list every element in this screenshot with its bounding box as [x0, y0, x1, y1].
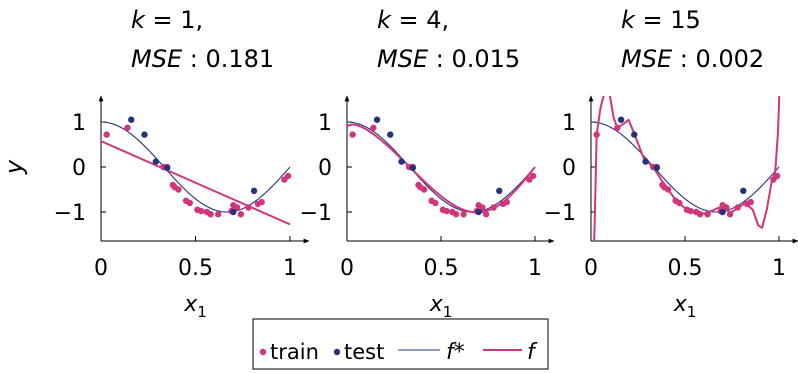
legend-fstar-label: f*: [446, 340, 465, 365]
test-point: [250, 187, 258, 195]
test-point: [631, 131, 638, 138]
train-point: [704, 211, 711, 218]
f-star-curve: [590, 121, 780, 213]
train-point: [747, 198, 754, 206]
train-point: [245, 204, 252, 211]
test-point: [373, 116, 381, 123]
y-tick-label: 0: [318, 156, 332, 181]
train-point: [258, 198, 265, 206]
panel-title-line1: k = 4,: [377, 6, 449, 34]
x-axis-label: x1: [183, 292, 207, 321]
test-point: [398, 158, 405, 165]
train-point: [479, 204, 486, 211]
x-tick-label: 0.5: [424, 256, 459, 281]
train-point: [233, 204, 241, 211]
test-point: [719, 208, 726, 216]
x-tick-label: 1: [283, 256, 297, 281]
panel-title-line2: MSE : 0.002: [621, 45, 764, 73]
train-point: [696, 211, 704, 218]
train-point: [664, 186, 672, 193]
f-curve: [593, 96, 781, 241]
legend-train-label: train: [270, 340, 319, 364]
y-tick-label: 1: [318, 111, 332, 136]
train-point: [482, 211, 490, 218]
train-point: [284, 172, 292, 180]
panel-title-line2: MSE : 0.015: [377, 45, 520, 73]
test-point: [152, 158, 160, 165]
legend-test-label: test: [344, 340, 384, 364]
x-tick-label: 0: [340, 256, 354, 281]
train-point: [452, 211, 460, 218]
train-point: [614, 124, 621, 132]
train-point: [593, 131, 600, 138]
train-point: [773, 172, 781, 180]
train-point: [723, 204, 730, 211]
x-tick-label: 0.5: [668, 256, 703, 281]
train-point: [103, 131, 110, 138]
train-point: [529, 172, 537, 180]
train-point: [186, 199, 194, 207]
x-tick-label: 1: [528, 256, 542, 281]
legend-train-marker: [259, 348, 267, 356]
train-point: [460, 211, 467, 218]
f-curve: [100, 140, 291, 226]
train-point: [207, 211, 214, 218]
test-point: [163, 164, 171, 172]
train-point: [734, 204, 741, 211]
train-point: [237, 211, 245, 218]
test-point: [496, 187, 503, 195]
y-axis-label: y: [0, 159, 28, 175]
f-star-curve: [346, 121, 536, 213]
y-tick-label: 1: [72, 111, 86, 136]
y-tick-label: 0: [72, 156, 86, 181]
panel-3: k = 15 MSE : 0.002 0 0.5 1 1 0 −1 x1: [544, 6, 798, 321]
train-point: [726, 211, 734, 218]
train-point: [503, 198, 510, 206]
x-tick-label: 0: [94, 256, 108, 281]
legend-f-label: f: [527, 340, 538, 365]
test-point: [642, 158, 649, 165]
x-tick-label: 0.5: [178, 256, 213, 281]
train-point: [687, 207, 694, 215]
f-star-curve: [100, 121, 291, 213]
test-point: [617, 116, 625, 123]
panel-title-line1: k = 15: [621, 6, 701, 34]
test-point: [653, 164, 660, 172]
x-tick-label: 0: [584, 256, 598, 281]
test-point: [409, 164, 416, 172]
train-point: [490, 204, 497, 211]
train-point: [124, 124, 131, 132]
train-point: [349, 131, 356, 138]
test-point: [230, 208, 237, 216]
train-point: [676, 199, 683, 207]
test-point: [475, 208, 482, 216]
y-tick-label: 1: [562, 111, 576, 136]
test-point: [387, 131, 394, 138]
test-point: [141, 131, 148, 138]
panel-1: k = 1, MSE : 0.181 0 0.5 1 1 0 −1 x1 y: [0, 6, 310, 321]
legend-box: [252, 318, 549, 370]
train-point: [443, 207, 450, 215]
train-point: [370, 124, 377, 132]
test-point: [740, 187, 747, 195]
y-tick-label: −1: [300, 201, 332, 226]
panel-title-line1: k = 1,: [131, 6, 203, 34]
y-tick-label: −1: [54, 201, 86, 226]
y-tick-label: −1: [544, 201, 576, 226]
panel-title-line2: MSE : 0.181: [131, 45, 274, 73]
train-point: [432, 199, 439, 207]
legend-test-marker: [333, 348, 341, 356]
y-tick-label: 0: [562, 156, 576, 181]
panel-2: k = 4, MSE : 0.015 0 0.5 1 1 0 −1 x1: [300, 6, 555, 321]
x-tick-label: 1: [772, 256, 786, 281]
train-point: [420, 186, 428, 193]
test-point: [128, 116, 135, 123]
train-point: [214, 211, 222, 218]
legend: train test f* f: [252, 318, 549, 370]
train-point: [197, 207, 205, 215]
train-point: [175, 186, 182, 193]
x-axis-label: x1: [673, 292, 697, 321]
x-axis-label: x1: [429, 292, 453, 321]
